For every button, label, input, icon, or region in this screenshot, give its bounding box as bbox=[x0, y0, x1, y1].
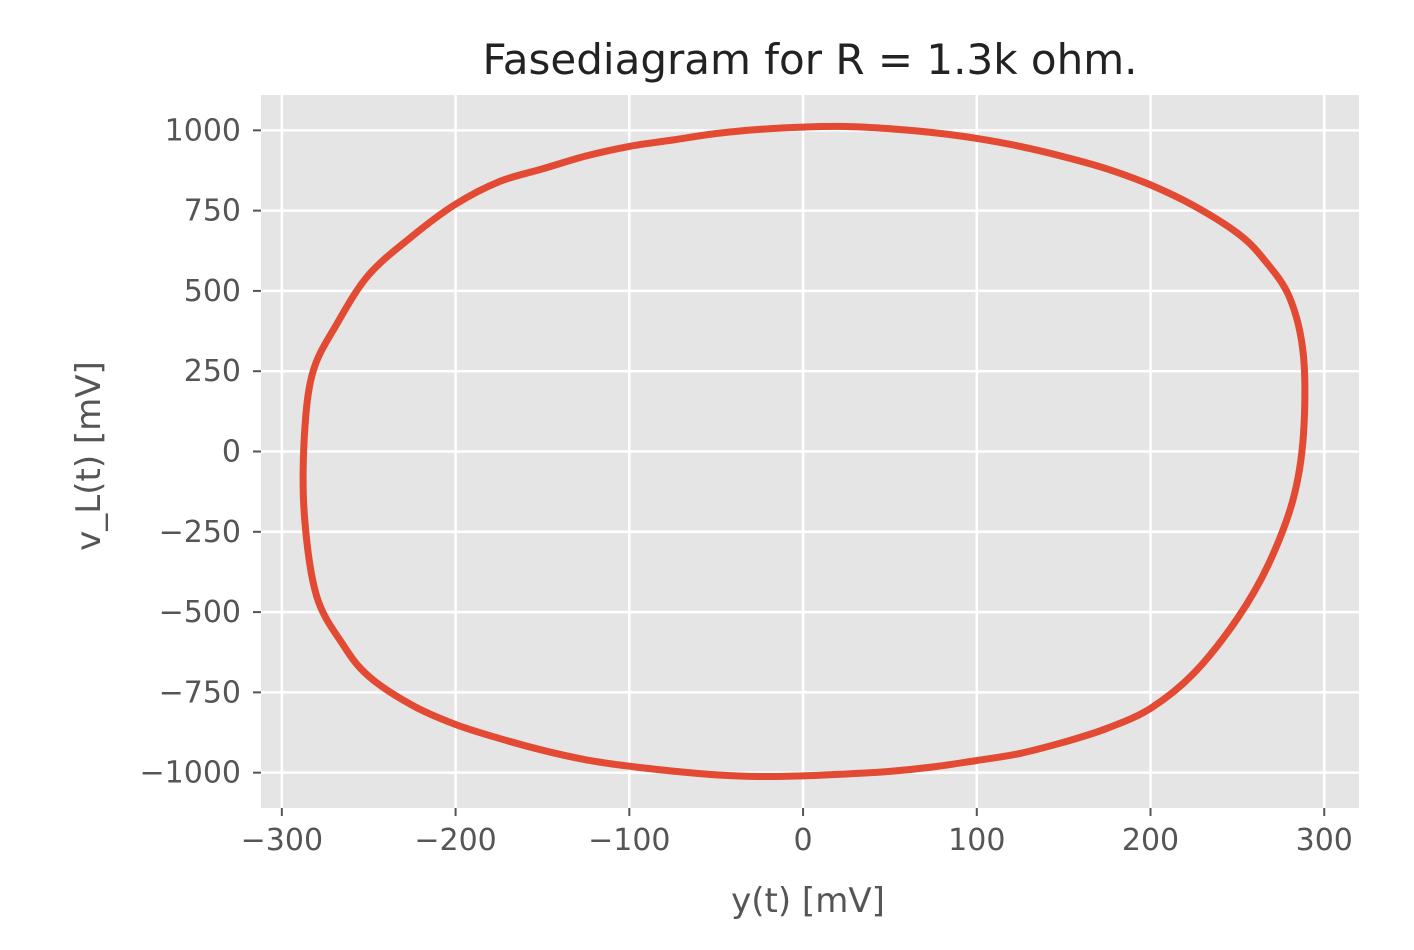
y-axis-label: v_L(t) [mV] bbox=[69, 361, 109, 551]
y-tick-label: 0 bbox=[222, 435, 241, 470]
y-tick-label: 750 bbox=[184, 194, 241, 229]
y-axis-ticks: 1000 750 500 250 0 −250 −500 −750 −1000 bbox=[140, 113, 261, 791]
series-group bbox=[299, 122, 1309, 781]
y-tick-label: 1000 bbox=[165, 113, 241, 148]
chart-title: Fasediagram for R = 1.3k ohm. bbox=[483, 35, 1138, 84]
y-tick-label: −1000 bbox=[140, 756, 241, 791]
x-tick-label: −300 bbox=[241, 823, 323, 858]
x-axis-ticks: −300 −200 −100 0 100 200 300 bbox=[241, 808, 1353, 858]
phase-trajectory-line bbox=[299, 122, 1309, 781]
y-tick-label: −500 bbox=[159, 595, 241, 630]
x-tick-label: 200 bbox=[1122, 823, 1179, 858]
y-tick-label: 500 bbox=[184, 274, 241, 309]
y-tick-label: −750 bbox=[159, 675, 241, 710]
x-tick-label: 100 bbox=[948, 823, 1005, 858]
y-tick-label: 250 bbox=[184, 354, 241, 389]
x-tick-label: 300 bbox=[1296, 823, 1353, 858]
x-axis-label: y(t) [mV] bbox=[731, 881, 885, 921]
x-tick-label: 0 bbox=[794, 823, 813, 858]
x-tick-label: −200 bbox=[414, 823, 496, 858]
x-tick-label: −100 bbox=[588, 823, 670, 858]
y-tick-label: −250 bbox=[159, 515, 241, 550]
